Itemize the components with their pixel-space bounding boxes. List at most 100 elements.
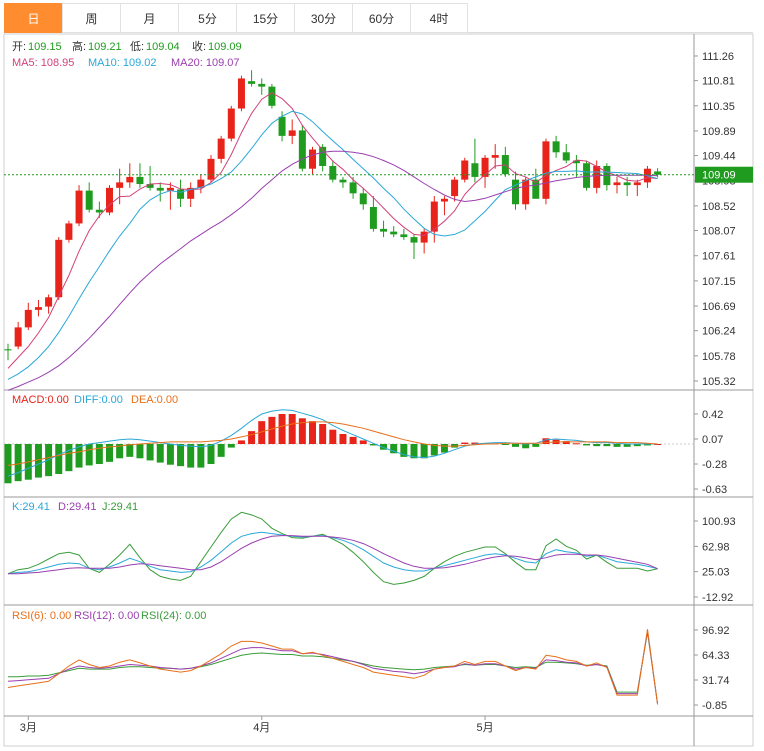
macd-bar [501,444,509,445]
dea-legend: DEA:0.00 [131,394,178,406]
macd-bar [237,440,245,444]
candle-body [258,83,266,87]
macd-bar [177,444,185,467]
macd-bar [420,444,428,459]
candle-body [166,187,174,191]
j-line [7,511,658,585]
rsi12-line [7,630,659,705]
macd-bar [643,444,651,446]
macd-bar [542,438,550,444]
open-value: 109.15 [28,41,62,53]
kdj-tick-label: 62.98 [702,541,730,553]
tab-4[interactable]: 15分 [236,3,294,33]
low-value: 109.04 [146,41,180,53]
macd-legend: MACD:0.00 [12,394,69,406]
macd-bar [512,444,519,447]
macd-bar [187,444,195,468]
macd-bar [583,444,591,446]
macd-bar [440,444,448,453]
rsi6-legend: RSI(6): 0.00 [12,610,71,622]
candle-body [512,179,519,205]
candle-body [613,182,621,186]
period-tabs: 日周月 5分 15分 30分 60分 4时 [4,3,753,33]
candle-body [207,158,215,180]
x-tick-label: 4月 [253,722,270,734]
candle-body [268,86,276,106]
candle-body [420,231,428,243]
price-tick-label: 106.24 [702,326,736,338]
macd-tick-label: -0.28 [702,459,727,471]
candle-body [380,228,388,232]
candle-body [309,149,316,169]
candle-body [471,163,479,177]
kdj-tick-label: -12.92 [702,592,733,604]
tab-0[interactable]: 日 [4,3,62,33]
tab-2[interactable]: 月 [120,3,178,33]
candle-body [400,234,408,238]
macd-tick-label: 0.42 [702,409,723,421]
price-tick-label: 110.35 [702,101,735,113]
price-tick-label: 108.07 [702,226,736,238]
tab-3[interactable]: 5分 [178,3,236,33]
d-line [8,535,658,575]
macd-bar [390,444,398,454]
candle-body [24,309,32,328]
kdj-tick-label: 100.93 [702,516,736,528]
candle-body [532,179,540,199]
rsi-tick-label: 31.74 [702,675,730,687]
macd-tick-label: 0.07 [702,434,723,446]
candle-body [430,201,438,232]
ma10-legend: MA10: 109.02 [88,57,157,69]
macd-bar [95,444,103,464]
macd-bar [75,444,83,468]
candle-body [75,190,83,224]
macd-bar [319,424,327,444]
candle-body [329,165,337,180]
price-tick-label: 109.89 [702,126,736,138]
candle-body [623,182,631,186]
price-tick-label: 106.69 [702,301,736,313]
candle-body [572,160,580,164]
macd-bar [136,444,144,459]
tab-1[interactable]: 周 [62,3,120,33]
ma5-line [7,92,658,369]
tab-6[interactable]: 60分 [352,3,410,33]
tab-5[interactable]: 30分 [294,3,352,33]
rsi-tick-label: -0.85 [702,700,727,712]
candle-body [278,116,286,136]
price-tick-label: 110.81 [702,76,735,88]
macd-bar [349,436,357,444]
macd-bar [532,444,540,447]
k-legend: K:29.41 [12,501,50,513]
macd-bar [55,444,63,474]
macd-bar [34,444,42,478]
candle-body [4,349,12,351]
price-tick-label: 107.15 [702,276,736,288]
candle-body [593,165,601,188]
macd-bar [339,434,347,444]
candle-body [288,130,296,136]
price-tick-label: 111.26 [702,51,734,63]
macd-bar [593,444,601,447]
macd-bar [126,444,134,457]
macd-bar [471,442,479,444]
tab-7[interactable]: 4时 [410,3,468,33]
ma20-legend: MA20: 109.07 [171,57,240,69]
rsi12-legend: RSI(12): 0.00 [74,610,139,622]
macd-bar [268,416,276,444]
macd-bar [217,444,225,457]
macd-bar [227,444,235,448]
macd-bar [85,444,93,466]
macd-bar [278,414,286,444]
diff-line [7,409,658,477]
close-label: 收: [192,39,206,53]
macd-bar [197,444,205,468]
macd-bar [156,444,164,463]
macd-bar [623,444,631,447]
macd-bar [14,444,22,482]
macd-histogram [4,414,662,484]
macd-bar [65,444,73,472]
candle-body [583,163,591,188]
candle-body [106,187,113,213]
